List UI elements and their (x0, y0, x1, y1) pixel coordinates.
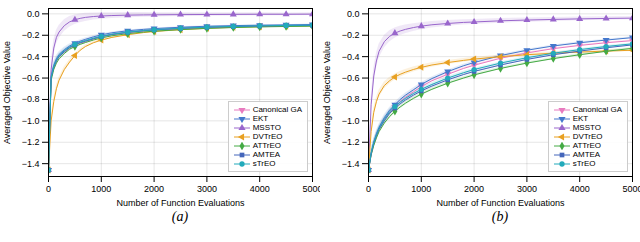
html-text:ATTrEO: ATTrEO (252, 141, 282, 150)
html-text:sTrEO: sTrEO (572, 159, 596, 168)
svg-text:0.0: 0.0 (347, 9, 360, 19)
svg-text:Number of Function Evaluations: Number of Function Evaluations (436, 198, 565, 208)
svg-text:−0.8: −0.8 (22, 94, 40, 104)
html-text:AMTEA: AMTEA (572, 150, 601, 159)
svg-text:−0.4: −0.4 (22, 52, 40, 62)
svg-text:0: 0 (366, 184, 371, 194)
svg-text:−0.4: −0.4 (342, 52, 360, 62)
svg-text:3000: 3000 (197, 184, 217, 194)
svg-text:3000: 3000 (517, 184, 537, 194)
html-text:EKT: EKT (252, 114, 269, 123)
html-text:DVTrEO: DVTrEO (572, 132, 603, 141)
svg-text:−0.2: −0.2 (342, 30, 360, 40)
svg-text:1000: 1000 (411, 184, 431, 194)
svg-text:2000: 2000 (464, 184, 484, 194)
svg-text:−1.4: −1.4 (22, 159, 40, 169)
html-text:DVTrEO: DVTrEO (252, 132, 283, 141)
svg-text:−0.6: −0.6 (22, 73, 40, 83)
svg-text:1000: 1000 (91, 184, 111, 194)
html-text:Canonical GA: Canonical GA (252, 105, 302, 114)
html-text:Canonical GA: Canonical GA (572, 105, 622, 114)
html-text:AMTEA: AMTEA (252, 150, 281, 159)
svg-text:−0.8: −0.8 (342, 94, 360, 104)
svg-text:4000: 4000 (250, 184, 270, 194)
html-text:(b): (b) (491, 209, 509, 224)
svg-text:Number of Function Evaluations: Number of Function Evaluations (116, 198, 245, 208)
svg-text:5000: 5000 (302, 184, 320, 194)
svg-text:4000: 4000 (570, 184, 590, 194)
svg-text:−1.0: −1.0 (342, 116, 360, 126)
html-text:MSSTO: MSSTO (252, 123, 281, 132)
svg-text:−0.6: −0.6 (342, 73, 360, 83)
svg-text:Averaged Objective Value: Averaged Objective Value (2, 41, 12, 144)
svg-text:5000: 5000 (622, 184, 640, 194)
svg-text:2000: 2000 (144, 184, 164, 194)
svg-text:0.0: 0.0 (27, 9, 40, 19)
svg-text:−1.2: −1.2 (342, 137, 360, 147)
html-text:MSSTO: MSSTO (572, 123, 601, 132)
svg-text:−1.4: −1.4 (342, 159, 360, 169)
svg-text:−0.2: −0.2 (22, 30, 40, 40)
svg-text:Averaged Objective Value: Averaged Objective Value (322, 41, 332, 144)
svg-text:−1.2: −1.2 (22, 137, 40, 147)
html-text:(a): (a) (171, 209, 189, 224)
html-text:sTrEO: sTrEO (252, 159, 276, 168)
svg-text:−1.0: −1.0 (22, 116, 40, 126)
html-text:ATTrEO: ATTrEO (572, 141, 602, 150)
html-text:EKT: EKT (572, 114, 589, 123)
svg-text:0: 0 (46, 184, 51, 194)
